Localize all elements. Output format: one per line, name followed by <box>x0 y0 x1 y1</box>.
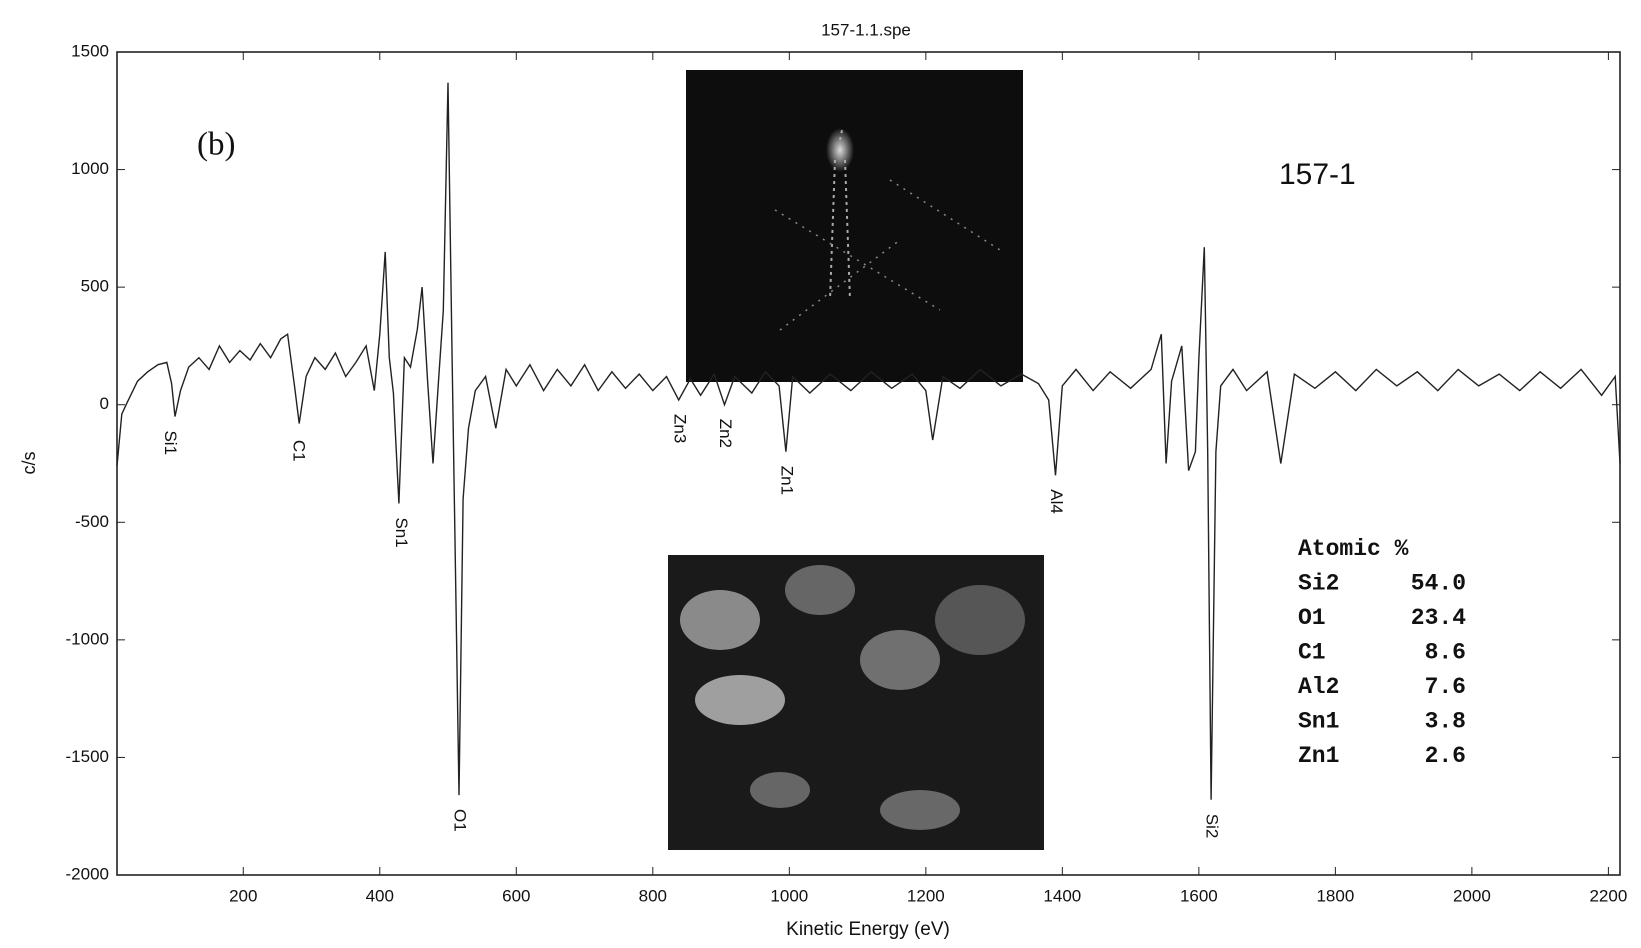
y-tick-label: 0 <box>100 394 109 413</box>
y-axis-label: c/s <box>19 451 39 474</box>
peak-label: Si2 <box>1203 814 1222 839</box>
composition-element: Si2 <box>1298 571 1339 597</box>
y-tick-label: -1500 <box>66 747 109 766</box>
peak-label: Zn1 <box>777 466 796 495</box>
y-tick-label: 1000 <box>71 159 109 178</box>
y-tick-label: -2000 <box>66 864 109 883</box>
composition-value: 2.6 <box>1425 743 1466 769</box>
composition-value: 8.6 <box>1425 640 1466 666</box>
spectrum-line <box>116 82 1621 800</box>
inset-spot-image <box>686 70 1023 382</box>
x-tick-label: 1400 <box>1043 886 1081 905</box>
composition-element: Sn1 <box>1298 709 1339 735</box>
peak-label: Si1 <box>161 430 180 455</box>
composition-header: Atomic % <box>1298 536 1409 562</box>
x-tick-label: 800 <box>639 886 667 905</box>
inset-sem-image <box>668 555 1044 850</box>
x-tick-label: 1000 <box>770 886 808 905</box>
x-tick-label: 400 <box>366 886 394 905</box>
composition-element: O1 <box>1298 605 1326 631</box>
composition-element: Al2 <box>1298 674 1339 700</box>
peak-label: Al4 <box>1047 489 1066 514</box>
sample-label: 157-1 <box>1279 158 1356 191</box>
x-tick-label: 600 <box>502 886 530 905</box>
peak-label: C1 <box>289 440 308 462</box>
x-tick-label: 1600 <box>1180 886 1218 905</box>
composition-value: 7.6 <box>1425 674 1466 700</box>
x-tick-label: 2200 <box>1589 886 1627 905</box>
peak-label: Zn3 <box>670 414 689 443</box>
x-tick-label: 1800 <box>1316 886 1354 905</box>
composition-element: Zn1 <box>1298 743 1339 769</box>
x-tick-label: 1200 <box>907 886 945 905</box>
peak-label: Sn1 <box>392 517 411 547</box>
chart-title: 157-1.1.spe <box>821 20 911 39</box>
x-tick-label: 200 <box>229 886 257 905</box>
peak-label: Zn2 <box>716 419 735 448</box>
peak-label: O1 <box>450 809 469 832</box>
composition-value: 3.8 <box>1425 709 1466 735</box>
y-tick-label: 1500 <box>71 41 109 60</box>
composition-value: 54.0 <box>1411 571 1466 597</box>
x-tick-label: 2000 <box>1453 886 1491 905</box>
y-tick-label: -1000 <box>66 629 109 648</box>
composition-value: 23.4 <box>1411 605 1466 631</box>
x-axis-label: Kinetic Energy (eV) <box>786 919 950 940</box>
composition-element: C1 <box>1298 640 1326 666</box>
panel-label: (b) <box>197 127 235 163</box>
y-tick-label: -500 <box>75 512 109 531</box>
y-tick-label: 500 <box>81 277 109 296</box>
